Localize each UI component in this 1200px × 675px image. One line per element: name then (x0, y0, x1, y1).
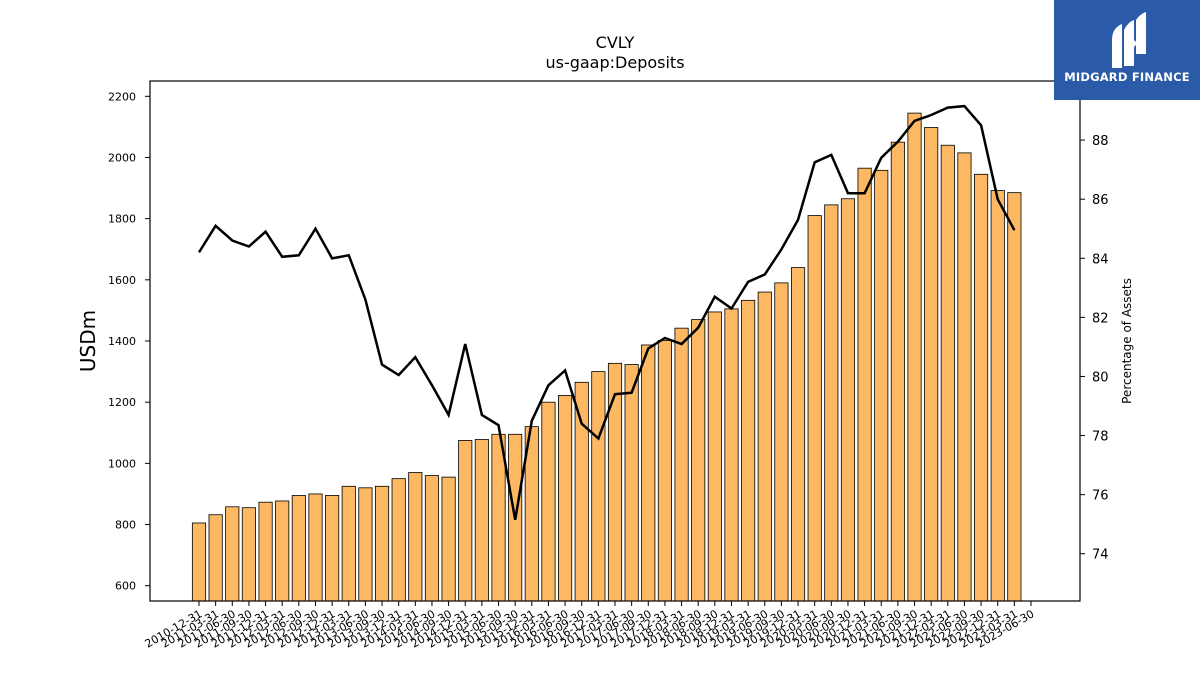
y-tick-label: 1600 (108, 274, 136, 287)
y-tick-label: 1200 (108, 396, 136, 409)
bars-group (191, 112, 1022, 602)
bar (374, 485, 390, 602)
bar (924, 127, 939, 602)
y-axis-right: 74 76 78 80 82 84 86 88 (1080, 134, 1109, 563)
bar (940, 144, 955, 602)
y-axis-label: USDm (76, 310, 100, 372)
bar (341, 485, 356, 602)
y-tick-label: 1800 (108, 213, 136, 226)
y2-tick-label: 76 (1092, 489, 1109, 504)
bar (558, 395, 573, 602)
bar (707, 311, 722, 602)
bar (840, 198, 856, 602)
y-tick-label: 2200 (108, 90, 136, 103)
series-line (197, 104, 1016, 521)
bar (790, 267, 806, 602)
bar (990, 190, 1005, 602)
bar (424, 475, 440, 602)
y-tick-label: 600 (115, 580, 136, 593)
bar (874, 169, 889, 602)
y-tick-label: 1400 (108, 335, 136, 348)
logo-text: MIDGARD FINANCE (1064, 70, 1190, 84)
bar (241, 507, 256, 602)
bar (974, 173, 989, 602)
y-tick-label: 2000 (108, 151, 136, 164)
bar (308, 493, 323, 602)
bar (391, 478, 406, 602)
bar (574, 381, 589, 602)
bar (724, 308, 739, 602)
bar (691, 319, 706, 602)
bar (1007, 192, 1022, 602)
bar (624, 364, 639, 602)
bar (957, 152, 972, 602)
bar (674, 327, 689, 602)
bar (258, 501, 273, 602)
y2-axis-label: Percentage of Assets (1120, 278, 1134, 404)
bar (358, 487, 373, 602)
bar (890, 141, 905, 602)
y2-tick-label: 74 (1092, 548, 1109, 563)
line-group (197, 104, 1016, 521)
x-axis: 2010-12-312011-03-312011-06-302011-09-30… (143, 601, 1037, 651)
bar (225, 506, 240, 602)
bar (641, 344, 656, 602)
bar (857, 167, 872, 602)
y2-tick-label: 86 (1092, 193, 1109, 208)
bar (907, 112, 922, 602)
bar (441, 476, 456, 602)
bar (191, 522, 207, 602)
bar (757, 291, 772, 602)
bar (458, 440, 473, 602)
y2-tick-label: 78 (1092, 430, 1109, 445)
bar (741, 299, 756, 602)
bar (474, 439, 489, 602)
bar (541, 401, 556, 602)
bar (607, 362, 623, 602)
bar (491, 433, 506, 602)
midgard-finance-logo: MIDGARD FINANCE (1054, 0, 1200, 100)
bar (325, 495, 340, 602)
bar (657, 339, 672, 602)
y-axis-left: 600 800 1000 1200 1400 1600 1800 2000 2200 (108, 90, 150, 593)
bar (291, 495, 306, 602)
bar (208, 514, 223, 602)
y2-tick-label: 84 (1092, 252, 1109, 267)
chart-title: CVLY (596, 33, 635, 52)
y2-tick-label: 88 (1092, 134, 1109, 149)
bar (275, 500, 290, 602)
y2-tick-label: 80 (1092, 370, 1109, 385)
y-tick-label: 1000 (108, 457, 136, 470)
bar (807, 215, 822, 602)
y2-tick-label: 82 (1092, 311, 1109, 326)
midgard-m-logo-icon (1112, 12, 1146, 68)
bar (591, 371, 606, 602)
chart-subtitle: us-gaap:Deposits (545, 53, 684, 72)
bar (408, 472, 423, 602)
y-tick-label: 800 (115, 519, 136, 532)
bar (774, 282, 789, 602)
bar (824, 204, 839, 602)
